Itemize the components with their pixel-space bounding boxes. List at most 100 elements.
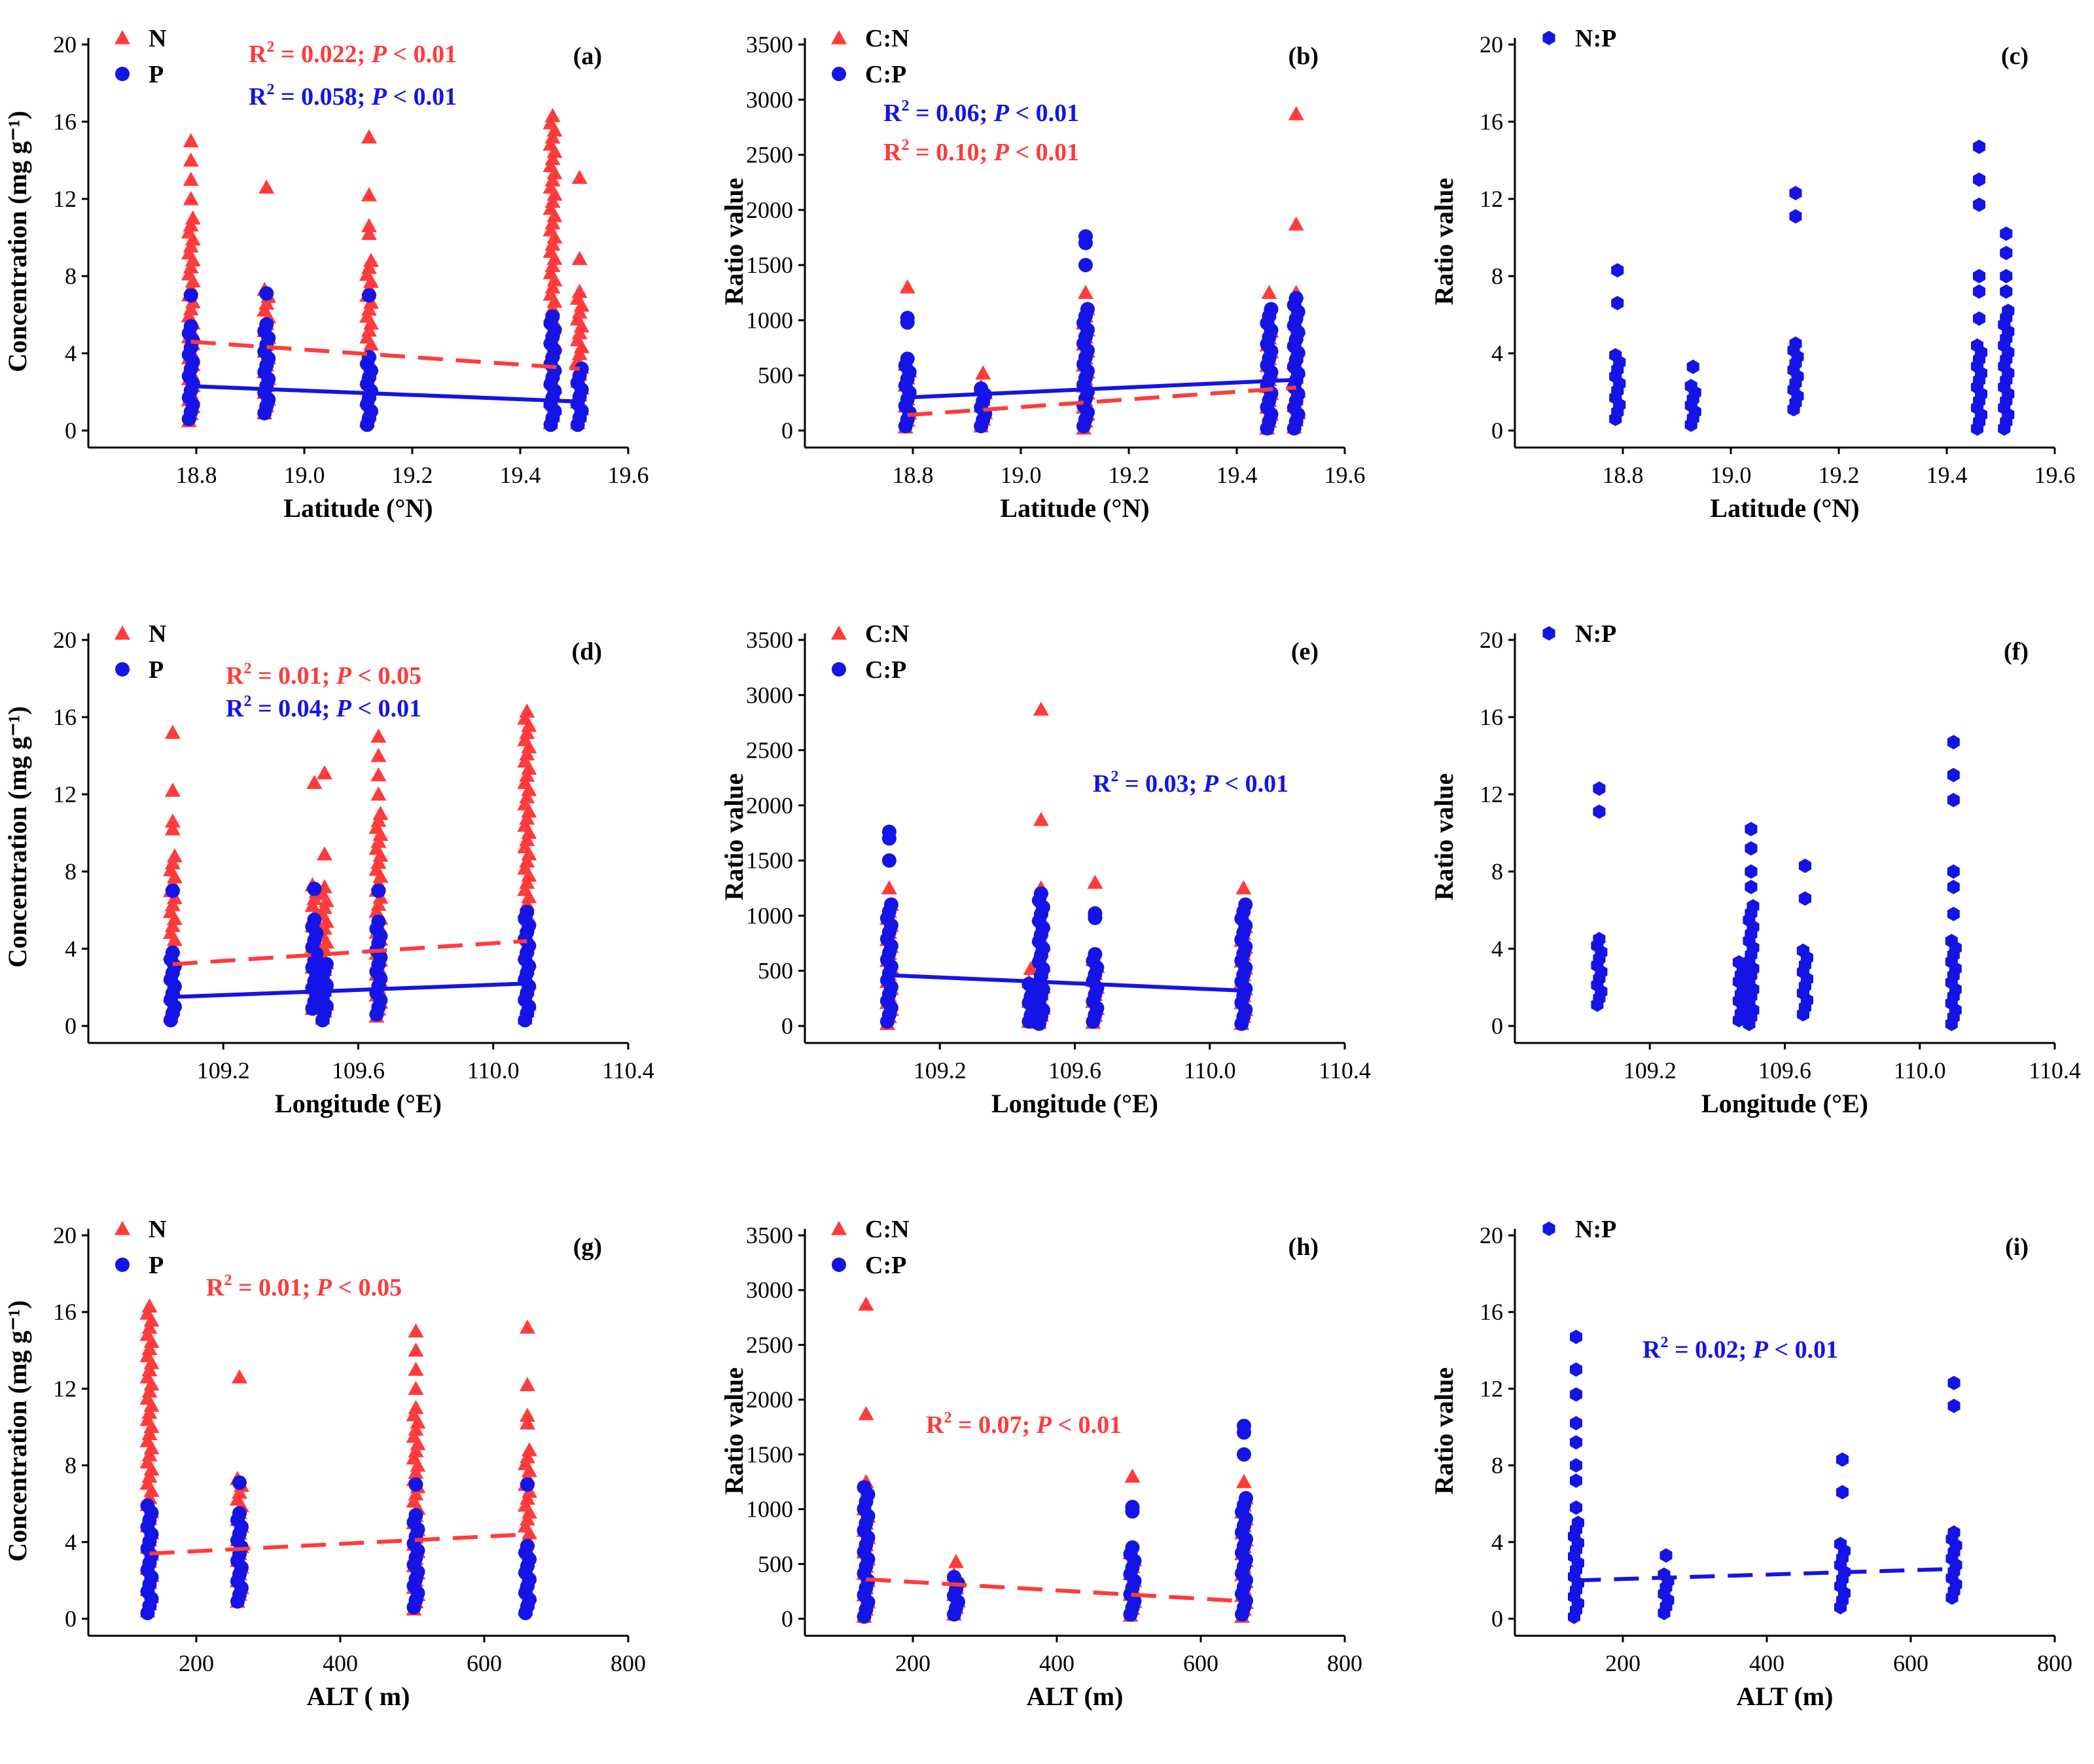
data-point — [520, 1407, 535, 1422]
data-point — [139, 1369, 156, 1384]
r2-annotation: R2 = 0.03; P < 0.01 — [1093, 768, 1288, 798]
regression-line-n — [172, 939, 527, 966]
data-point — [881, 853, 896, 868]
data-point — [408, 1381, 424, 1395]
y-tick-label: 2000 — [746, 1386, 793, 1413]
regression-line-p — [190, 384, 580, 404]
panel-label: (g) — [573, 1233, 602, 1261]
legend-label: P — [149, 1252, 164, 1279]
regression-line-n — [190, 340, 580, 371]
panel-b: 0 500 1000 1500 2000 2500 3000 3500 18.8 19.0 19.2… — [719, 25, 1366, 523]
legend-label: C:P — [865, 61, 906, 88]
data-point — [1570, 1500, 1582, 1515]
data-point — [1124, 1468, 1141, 1483]
data-point — [517, 796, 533, 811]
data-point — [546, 272, 563, 287]
legend-marker — [831, 30, 847, 44]
data-point — [164, 724, 181, 739]
data-point — [259, 286, 274, 301]
data-point — [232, 1475, 247, 1490]
r2-annotation: R2 = 0.022; P < 0.01 — [249, 39, 457, 68]
data-point — [307, 881, 322, 896]
x-axis-title: Longitude (°E) — [275, 1089, 442, 1118]
x-tick-label: 800 — [611, 1650, 646, 1676]
data-point — [139, 1475, 156, 1490]
data-point — [546, 251, 563, 265]
y-tick-label: 0 — [65, 1013, 77, 1039]
data-point — [1570, 1458, 1582, 1473]
x-tick-label: 200 — [895, 1650, 931, 1676]
data-point — [1973, 284, 1985, 299]
y-tick-label: 2000 — [746, 792, 793, 819]
legend-label: C:N — [865, 25, 910, 52]
data-point — [143, 1376, 160, 1391]
data-point — [544, 236, 561, 251]
data-point — [1237, 1447, 1251, 1462]
regression-line-c-p — [907, 378, 1296, 400]
data-point — [183, 152, 199, 167]
y-tick-label: 8 — [1491, 858, 1503, 885]
panel-f: 0 4 8 12 16 20 109.2 109.6 110.0 110.4 Longitude (… — [1429, 620, 2081, 1118]
data-point — [183, 133, 199, 148]
data-point — [1836, 1452, 1849, 1467]
series-c-p — [879, 824, 1253, 1031]
data-point — [517, 817, 533, 832]
data-point — [521, 739, 537, 754]
series-p — [163, 881, 537, 1028]
data-point — [517, 732, 533, 747]
data-point — [546, 293, 563, 308]
data-point — [1238, 897, 1253, 912]
x-tick-label: 19.4 — [1926, 462, 1968, 488]
y-tick-label: 16 — [1480, 1299, 1503, 1325]
data-point — [519, 789, 535, 803]
data-point — [408, 1508, 423, 1523]
y-tick-label: 3000 — [746, 1277, 793, 1303]
data-point — [143, 1440, 160, 1455]
data-point — [1798, 891, 1811, 906]
data-point — [1973, 197, 1985, 212]
x-tick-label: 19.2 — [1109, 462, 1150, 488]
data-point — [544, 279, 561, 294]
y-tick-label: 20 — [1480, 1222, 1503, 1248]
data-point — [141, 1341, 158, 1356]
y-tick-label: 12 — [1480, 781, 1503, 807]
data-point — [164, 813, 181, 828]
panel-i: 0 4 8 12 16 20 200 400 600 800 ALT (m) Ratio value (… — [1429, 1216, 2072, 1711]
data-point — [542, 265, 559, 279]
data-point — [1288, 216, 1304, 231]
data-point — [881, 880, 897, 894]
data-point — [1288, 291, 1304, 306]
data-point — [1078, 258, 1093, 273]
regression-line-n-p — [1576, 1566, 1955, 1583]
y-tick-label: 3500 — [746, 1222, 793, 1248]
x-axis-title: Latitude (°N) — [1710, 493, 1859, 523]
data-point — [370, 728, 387, 743]
y-tick-label: 2500 — [746, 1332, 793, 1358]
data-point — [306, 775, 323, 789]
data-point — [521, 760, 537, 775]
data-point — [143, 1333, 160, 1349]
y-axis-title: Ratio value — [719, 773, 749, 900]
legend-label: N:P — [1575, 1216, 1616, 1243]
legend-marker — [832, 662, 846, 677]
y-tick-label: 12 — [53, 781, 77, 807]
x-tick-label: 19.6 — [608, 462, 649, 488]
data-point — [520, 1319, 535, 1334]
legend-marker — [1542, 626, 1555, 641]
data-point — [143, 1483, 160, 1497]
legend-label: C:N — [865, 620, 910, 648]
data-point — [1288, 106, 1304, 120]
data-point — [544, 172, 561, 186]
panel-label: (f) — [2004, 638, 2029, 665]
y-tick-label: 12 — [1480, 186, 1503, 212]
data-point — [1745, 879, 1758, 894]
r2-annotation: R2 = 0.058; P < 0.01 — [249, 81, 457, 111]
series-c-n — [856, 1296, 1254, 1623]
x-tick-label: 19.4 — [500, 462, 541, 488]
y-tick-label: 1500 — [746, 252, 793, 278]
data-point — [232, 1506, 247, 1521]
y-tick-label: 16 — [53, 1299, 77, 1325]
legend-label: C:N — [865, 1216, 910, 1243]
data-point — [372, 805, 389, 820]
